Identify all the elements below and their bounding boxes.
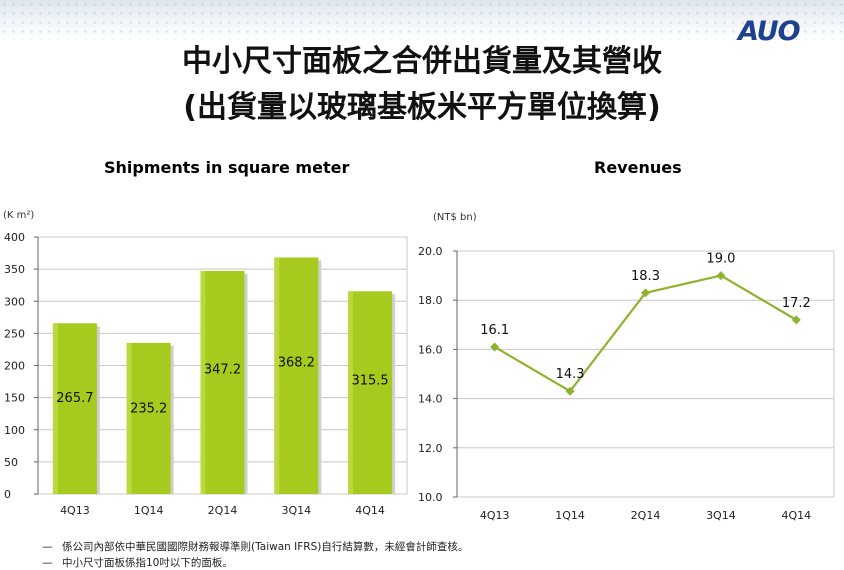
bar-value-label: 235.2 (130, 401, 167, 416)
x-tick-label: 4Q13 (480, 509, 510, 522)
x-tick-label: 3Q14 (281, 504, 311, 517)
bar-group (274, 257, 322, 494)
line-chart-unit: (NT$ bn) (433, 212, 477, 223)
bar-value-label: 265.7 (56, 391, 93, 406)
bar-highlight (200, 270, 206, 494)
bar (274, 257, 319, 494)
bar-chart-title: Shipments in square meter (104, 158, 350, 177)
y-tick-label: 300 (4, 295, 25, 308)
data-point-marker (716, 271, 726, 281)
bar (348, 291, 393, 494)
bar-value-label: 347.2 (204, 363, 241, 378)
auo-logo: AUO (738, 16, 801, 47)
x-tick-label: 1Q14 (134, 504, 164, 517)
bar-highlight (126, 342, 132, 494)
data-point-marker (791, 315, 801, 325)
bar-highlight (274, 257, 280, 494)
bar-group (52, 323, 100, 494)
data-point-marker (565, 386, 575, 396)
footnote-2: — 中小尺寸面板係指10吋以下的面板。 (42, 555, 233, 570)
bar (126, 342, 171, 494)
x-tick-label: 4Q14 (781, 509, 811, 522)
data-point-label: 18.3 (631, 269, 660, 284)
data-point-label: 19.0 (706, 252, 735, 267)
data-point-label: 16.1 (480, 323, 509, 338)
y-tick-label: 50 (4, 456, 18, 469)
x-tick-label: 4Q14 (355, 504, 385, 517)
y-tick-label: 16.0 (418, 343, 443, 356)
data-point-label: 17.2 (782, 296, 811, 311)
y-tick-label: 14.0 (418, 393, 443, 406)
footnote-bullet: — (42, 557, 53, 569)
footnote-1: — 係公司內部依中華民國國際財務報導準則(Taiwan IFRS)自行結算數，未經… (42, 539, 468, 554)
bar-highlight (52, 323, 58, 494)
shipments-bar-chart: 0 50 100 150 200 250 300 350 400 265.7 4Q13 235.2 1Q… (4, 231, 408, 517)
data-point-label: 14.3 (556, 367, 585, 382)
bar (52, 323, 97, 494)
x-tick-label: 4Q13 (60, 504, 90, 517)
plot-area (456, 250, 835, 498)
y-tick-label: 100 (4, 424, 25, 437)
y-tick-label: 18.0 (418, 294, 443, 307)
x-tick-label: 2Q14 (208, 504, 238, 517)
bar (200, 270, 245, 494)
data-point-marker (490, 342, 500, 352)
bar-group (348, 291, 396, 494)
x-tick-label: 2Q14 (631, 509, 661, 522)
y-tick-label: 350 (4, 263, 25, 276)
revenues-line-chart: 10.0 12.0 14.0 16.0 18.0 20.0 16.1 4Q13 14.3 1Q14… (418, 245, 835, 522)
y-tick-label: 20.0 (418, 245, 443, 258)
bar-chart-unit: (K m²) (3, 210, 35, 221)
bar-value-label: 368.2 (278, 355, 315, 370)
footnote-text: 係公司內部依中華民國國際財務報導準則(Taiwan IFRS)自行結算數，未經會… (62, 541, 469, 553)
x-tick-label: 1Q14 (555, 509, 585, 522)
slide-title-line1: 中小尺寸面板之合併出貨量及其營收 (182, 44, 662, 79)
footnote-text: 中小尺寸面板係指10吋以下的面板。 (62, 557, 233, 569)
y-tick-label: 400 (4, 231, 25, 244)
x-tick-label: 3Q14 (706, 509, 736, 522)
bar-group (126, 342, 174, 494)
line-chart-title: Revenues (594, 158, 682, 177)
bar-group (200, 270, 248, 494)
bar-highlight (348, 291, 354, 494)
y-tick-label: 150 (4, 392, 25, 405)
header-background (0, 0, 844, 40)
data-point-marker (641, 288, 650, 298)
y-tick-label: 12.0 (418, 442, 443, 455)
y-tick-label: 0 (4, 488, 11, 501)
y-tick-label: 200 (4, 360, 25, 373)
footnote-bullet: — (42, 541, 53, 553)
y-tick-label: 250 (4, 327, 25, 340)
y-tick-label: 10.0 (418, 491, 443, 504)
bar-value-label: 315.5 (351, 374, 388, 389)
slide-title-line2: (出貨量以玻璃基板米平方單位換算) (183, 90, 661, 125)
